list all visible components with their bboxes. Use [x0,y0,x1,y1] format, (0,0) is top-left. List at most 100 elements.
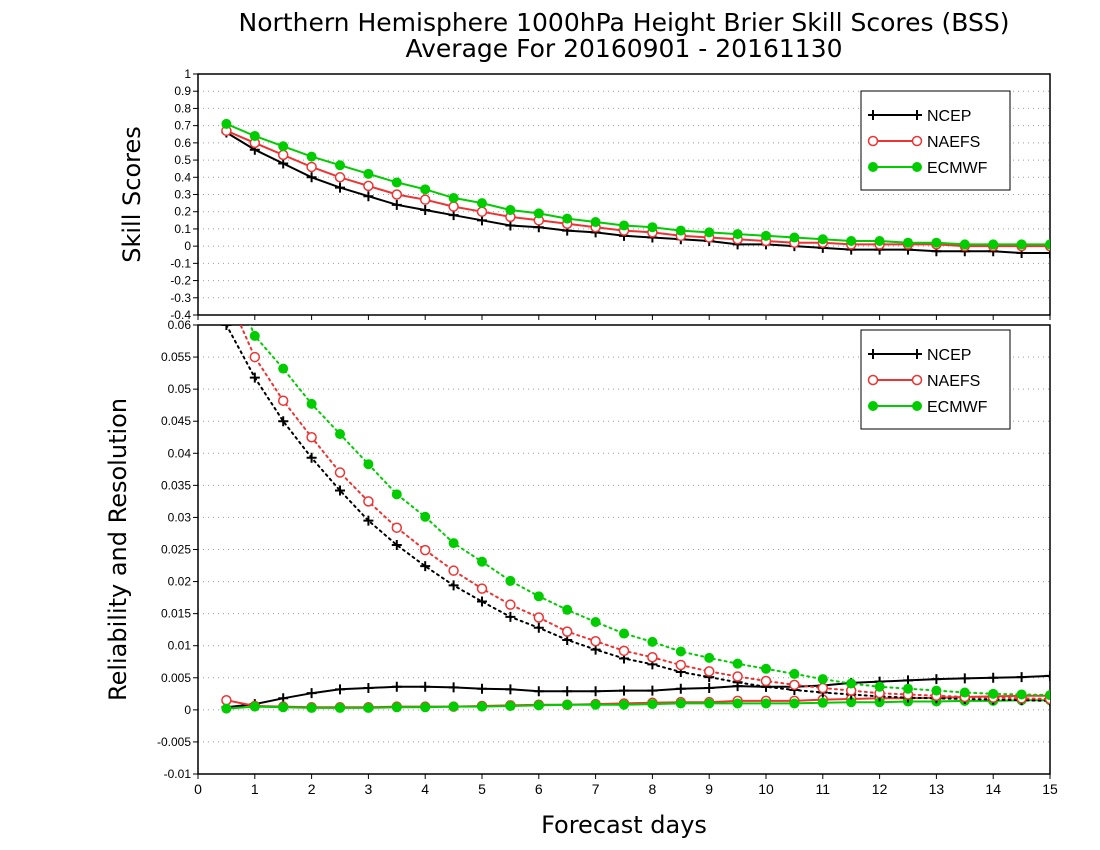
data-point-ecmwf [1045,239,1050,250]
legend-marker [912,401,922,411]
data-point-naefs [476,206,488,217]
data-point-naefs [306,432,317,443]
legend-marker [867,135,879,147]
data-point-ncep [335,485,345,496]
plot-frame [197,73,1051,316]
data-point-ecmwf [704,652,715,663]
legend-label: NCEP [927,347,971,364]
data-point-ncep [306,172,317,183]
data-point-ecmwf [306,151,317,162]
data-point-ecmwf [420,702,431,713]
data-point-ecmwf [505,204,516,215]
data-point-ecmwf [817,697,828,708]
data-point-ncep [590,686,601,697]
data-point-ncep [1045,670,1050,681]
data-point-ecmwf [363,702,374,713]
data-point-ecmwf [533,591,544,602]
y-tick-label: 0.01 [168,639,192,653]
data-point-ecmwf [448,192,459,203]
data-point-ecmwf [249,130,260,141]
data-point-ecmwf [959,687,970,698]
data-point-ecmwf [278,702,289,713]
data-point-naefs [363,496,374,507]
legend-marker [868,110,878,120]
data-point-naefs [647,652,658,663]
data-point-ecmwf [619,628,629,639]
data-point-ncep [988,672,999,683]
data-point-ecmwf [335,429,345,440]
x-tick-label: 11 [816,781,831,797]
y-tick-label: -0.2 [170,274,191,288]
data-point-ncep [505,684,516,695]
y-tick-label: -0.3 [170,291,191,305]
data-point-ecmwf [477,556,487,567]
data-point-ecmwf [874,235,885,246]
data-point-ncep [477,683,487,694]
y-tick-label: 0.06 [168,318,192,332]
data-point-naefs [505,599,516,610]
data-point-ecmwf [903,683,913,694]
data-point-ecmwf [931,685,942,696]
data-point-naefs [533,612,545,623]
data-point-ecmwf [846,697,857,708]
data-point-naefs [561,626,573,637]
data-point-ecmwf [732,658,743,669]
data-point-ecmwf [846,235,857,246]
data-point-ncep [363,683,374,694]
y-tick-label: 0.025 [161,543,191,557]
data-point-ncep [448,580,459,591]
legend-marker [912,349,922,359]
data-point-ncep [562,686,573,697]
y-tick-label: 0.6 [174,136,191,150]
legend-marker [912,110,922,120]
data-point-ecmwf [249,330,260,341]
x-tick-label: 0 [194,781,202,797]
data-point-ncep [903,675,913,686]
data-point-ecmwf [846,678,857,689]
data-point-ncep [278,158,289,169]
data-point-ecmwf [1016,689,1027,700]
data-point-ncep [335,182,345,193]
y-axis-label: Reliability and Resolution [104,398,132,701]
data-point-ncep [306,452,317,463]
data-point-naefs [277,395,289,406]
y-tick-label: 0.9 [174,84,191,98]
data-point-ecmwf [732,229,743,240]
data-point-ncep [363,191,374,202]
data-point-ecmwf [761,230,771,241]
data-point-ecmwf [704,698,715,709]
reliability-resolution-panel: -0.01 -0.005 0 0.005 0.01 0.015 0.02 0.025 0.03 0… [104,318,1058,797]
data-point-ecmwf [278,141,289,152]
legend-marker [867,374,879,386]
data-point-ecmwf [590,217,601,228]
data-point-ecmwf [249,701,260,712]
data-point-ncep [477,596,487,607]
x-tick-label: 6 [535,781,543,797]
data-point-ncep [1045,248,1050,259]
x-tick-label: 3 [365,781,373,797]
data-point-naefs [334,467,346,478]
data-point-ecmwf [306,702,317,713]
legend-label: NAEFS [927,134,980,151]
data-point-ncep [704,683,715,694]
x-tick-label: 9 [705,781,713,797]
data-point-ncep [278,416,289,427]
data-point-ecmwf [789,232,800,243]
data-point-ecmwf [619,220,629,231]
data-point-ncep [391,540,402,551]
data-point-ncep [306,688,317,699]
data-point-naefs [732,671,743,682]
y-tick-label: 0.02 [168,575,192,589]
data-point-naefs [363,180,374,192]
data-point-ecmwf [619,699,629,710]
x-tick-label: 15 [1042,781,1058,797]
data-point-naefs [703,666,715,677]
y-tick-label: 0.3 [174,188,191,202]
legend-marker [868,162,878,172]
x-tick-label: 13 [929,781,945,797]
data-point-ncep [335,684,345,695]
y-tick-label: 1 [184,67,191,81]
y-tick-label: 0.1 [174,222,191,236]
data-point-ecmwf [1016,239,1027,250]
